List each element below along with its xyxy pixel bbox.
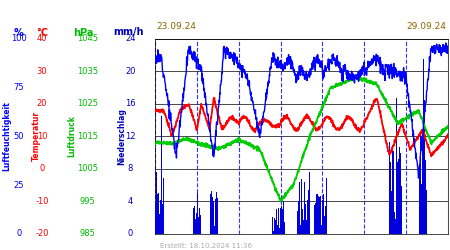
Text: 23.09.24: 23.09.24 — [157, 22, 197, 31]
Text: 1035: 1035 — [77, 67, 98, 76]
Text: Erstellt: 18.10.2024 11:36: Erstellt: 18.10.2024 11:36 — [160, 243, 252, 249]
Text: 20: 20 — [36, 99, 47, 108]
Text: 1005: 1005 — [77, 164, 98, 173]
Text: 1025: 1025 — [77, 99, 98, 108]
Text: Temperatur: Temperatur — [32, 111, 40, 161]
Text: 4: 4 — [128, 197, 133, 206]
Text: 0: 0 — [128, 229, 133, 238]
Text: 10: 10 — [36, 132, 47, 141]
Text: %: % — [14, 28, 24, 38]
Text: 100: 100 — [11, 34, 27, 43]
Text: 8: 8 — [128, 164, 133, 173]
Text: Niederschlag: Niederschlag — [117, 108, 126, 165]
Text: 24: 24 — [125, 34, 136, 43]
Text: -10: -10 — [35, 197, 49, 206]
Text: 50: 50 — [14, 132, 24, 141]
Text: 0: 0 — [39, 164, 45, 173]
Text: 16: 16 — [125, 99, 136, 108]
Text: 1045: 1045 — [77, 34, 98, 43]
Text: mm/h: mm/h — [113, 28, 144, 38]
Text: Luftfeuchtigkeit: Luftfeuchtigkeit — [2, 102, 12, 171]
Text: 29.09.24: 29.09.24 — [406, 22, 446, 31]
Text: -20: -20 — [35, 229, 49, 238]
Text: Luftdruck: Luftdruck — [68, 115, 76, 157]
Text: 40: 40 — [36, 34, 47, 43]
Text: 75: 75 — [14, 83, 24, 92]
Text: 25: 25 — [14, 180, 24, 190]
Text: 995: 995 — [80, 197, 95, 206]
Text: 0: 0 — [16, 229, 22, 238]
Text: hPa: hPa — [73, 28, 94, 38]
Text: 1015: 1015 — [77, 132, 98, 141]
Text: 12: 12 — [125, 132, 136, 141]
Text: 30: 30 — [36, 67, 47, 76]
Text: 985: 985 — [80, 229, 96, 238]
Text: 20: 20 — [125, 67, 136, 76]
Text: °C: °C — [36, 28, 48, 38]
